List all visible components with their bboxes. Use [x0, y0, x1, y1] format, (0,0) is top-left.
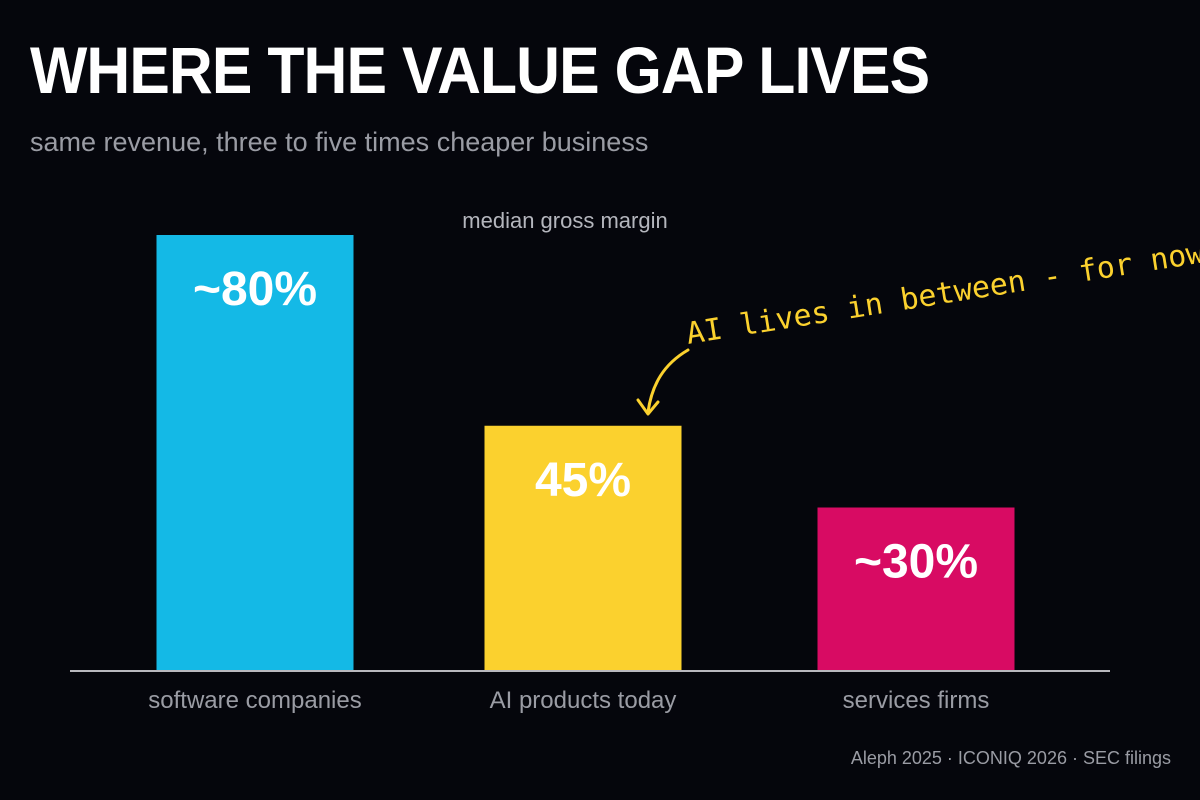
source-note: Aleph 2025 · ICONIQ 2026 · SEC filings — [850, 748, 1171, 768]
category-label-software-companies: software companies — [148, 687, 361, 714]
bar-services-firms — [817, 507, 1015, 671]
category-label-services-firms: services firms — [843, 687, 990, 714]
bar-software-companies — [156, 235, 354, 671]
chart-title: median gross margin — [462, 208, 667, 233]
bars-group: ~80% software companies 45% AI products tod… — [148, 235, 1015, 714]
page-title: WHERE THE VALUE GAP LIVES — [30, 33, 930, 107]
data-label-services-firms: ~30% — [854, 536, 978, 589]
annotation-arrow — [646, 348, 690, 414]
annotation-group: AI lives in between - for now — [636, 235, 1200, 416]
data-label-ai-products-today: 45% — [535, 454, 631, 507]
category-label-ai-products-today: AI products today — [490, 687, 677, 714]
bar-ai-products-today — [484, 425, 682, 671]
data-label-software-companies: ~80% — [193, 263, 317, 316]
annotation-text: AI lives in between - for now — [684, 235, 1200, 352]
annotation-arrowhead — [636, 398, 660, 416]
page-subtitle: same revenue, three to five times cheape… — [30, 127, 649, 157]
